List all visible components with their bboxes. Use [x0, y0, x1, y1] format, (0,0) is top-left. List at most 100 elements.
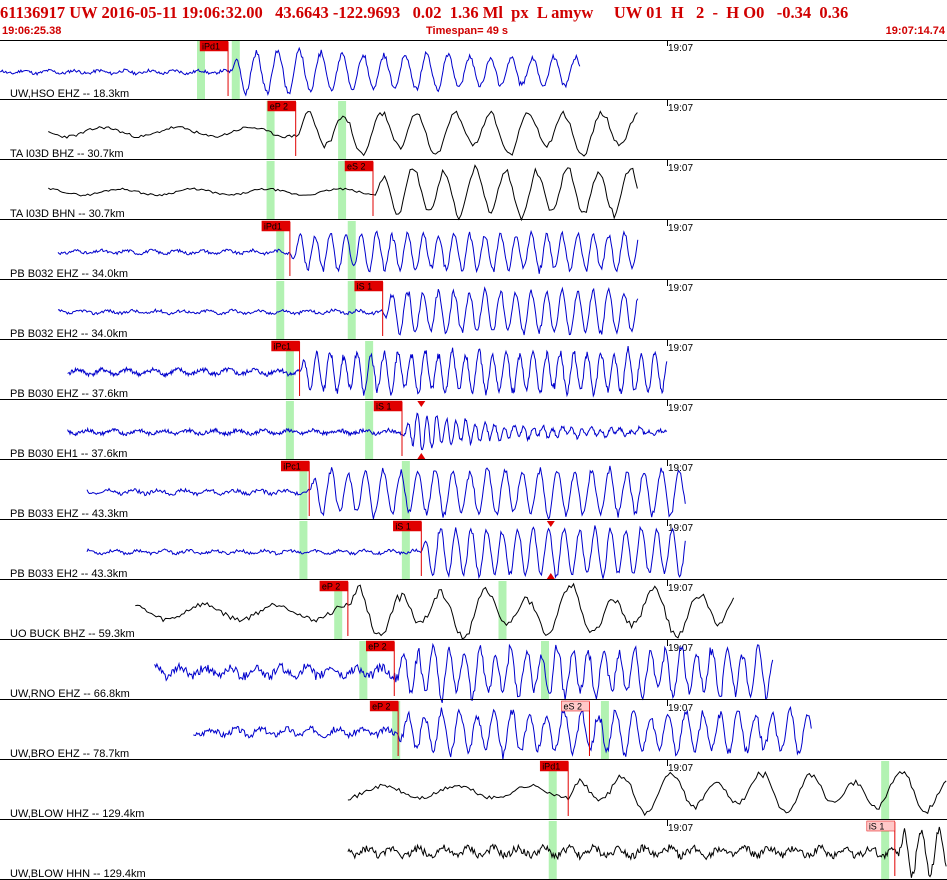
trace-row[interactable]: 19:07 iPd1 UW,HSO EHZ -- 18.3km	[0, 40, 947, 100]
trace-row[interactable]: 19:07 eP 2 eS 2 UW,BRO EHZ -- 78.7km	[0, 700, 947, 760]
waveform-trace	[193, 705, 812, 760]
seismogram-panel[interactable]: 19:07 iPd1 UW,HSO EHZ -- 18.3km 19:07 eP 2 TA…	[0, 40, 947, 880]
analysis-window-band	[347, 221, 356, 279]
trace-row[interactable]: 19:07 iS 1 PB B032 EH2 -- 34.0km	[0, 280, 947, 340]
analysis-window-band	[334, 581, 343, 639]
pick-flag[interactable]	[271, 340, 300, 352]
trace-row[interactable]: 19:07 eP 2 TA I03D BHZ -- 30.7km	[0, 100, 947, 160]
window-start-time: 19:06:25.38	[2, 25, 62, 37]
analysis-window-band	[285, 341, 294, 399]
station-label: UW,BRO EHZ -- 78.7km	[10, 748, 129, 760]
event-header: 61136917 UW 2016-05-11 19:06:32.00 43.66…	[0, 0, 947, 40]
waveform-trace	[48, 110, 638, 157]
trace-row[interactable]: 19:07 eS 2 TA I03D BHN -- 30.7km	[0, 160, 947, 222]
waveform-trace	[57, 229, 639, 274]
minute-label: 19:07	[668, 823, 693, 834]
pick-flag[interactable]	[261, 220, 291, 232]
station-label: PB B032 EH2 -- 34.0km	[10, 328, 127, 340]
analysis-window-band	[285, 401, 294, 459]
analysis-window-band	[276, 281, 285, 339]
amplitude-marker-bottom[interactable]	[417, 453, 426, 459]
minute-label: 19:07	[668, 343, 693, 354]
analysis-window-band	[359, 641, 368, 699]
pick-label: iPc1	[283, 462, 301, 472]
trace-row[interactable]: 19:07 eP 2 UO BUCK BHZ -- 59.3km	[0, 580, 947, 640]
waveform-trace	[86, 525, 686, 580]
waveform-trace	[67, 346, 668, 398]
pick-label: eS 2	[563, 702, 582, 712]
analysis-window-band	[548, 761, 557, 819]
analysis-window-band	[498, 581, 507, 639]
pick-flag[interactable]	[199, 40, 229, 52]
pick-flag[interactable]	[866, 820, 896, 832]
station-label: TA I03D BHN -- 30.7km	[10, 208, 125, 220]
trace-row[interactable]: 19:07 iS 1 PB B033 EH2 -- 43.3km	[0, 520, 947, 580]
station-label: PB B033 EH2 -- 43.3km	[10, 568, 127, 580]
minute-label: 19:07	[668, 523, 693, 534]
minute-label: 19:07	[668, 583, 693, 594]
trace-row[interactable]: 19:07 iPc1 PB B030 EHZ -- 37.6km	[0, 340, 947, 400]
pick-flag[interactable]	[354, 280, 383, 292]
analysis-window-band	[338, 161, 347, 219]
pick-label: iPd1	[542, 762, 560, 772]
waveform-trace	[86, 465, 686, 521]
analysis-window-band	[196, 41, 205, 99]
amplitude-marker-top[interactable]	[546, 521, 555, 527]
station-label: PB B030 EHZ -- 37.6km	[10, 388, 128, 400]
trace-row[interactable]: 19:07 iPd1 UW,BLOW HHZ -- 129.4km	[0, 760, 947, 820]
station-label: UW,RNO EHZ -- 66.8km	[10, 688, 130, 700]
event-summary-title: 61136917 UW 2016-05-11 19:06:32.00 43.66…	[0, 3, 849, 22]
pick-label: iPd1	[264, 222, 282, 232]
timespan-label: Timespan= 49 s	[426, 25, 509, 37]
station-label: PB B032 EHZ -- 34.0km	[10, 268, 128, 280]
analysis-window-band	[266, 161, 275, 219]
analysis-window-band	[299, 461, 308, 519]
waveform-trace	[135, 582, 735, 640]
station-label: PB B030 EH1 -- 37.6km	[10, 448, 127, 460]
trace-row[interactable]: 19:07 iS 1 UW,BLOW HHN -- 129.4km	[0, 820, 947, 880]
analysis-window-band	[231, 41, 240, 99]
waveform-trace	[57, 286, 639, 336]
minute-label: 19:07	[668, 403, 693, 414]
analysis-window-band	[365, 341, 374, 399]
analysis-window-band	[338, 101, 347, 159]
minute-label: 19:07	[668, 163, 693, 174]
analysis-window-band	[347, 281, 356, 339]
analysis-window-band	[392, 701, 401, 759]
analysis-window-band	[299, 521, 308, 579]
minute-label: 19:07	[668, 43, 693, 54]
minute-label: 19:07	[668, 283, 693, 294]
pick-flag[interactable]	[561, 700, 590, 712]
pick-flag[interactable]	[393, 520, 422, 532]
minute-label: 19:07	[668, 103, 693, 114]
minute-label: 19:07	[668, 463, 693, 474]
pick-label: iPc1	[274, 342, 292, 352]
trace-row[interactable]: 19:07 iS 1 PB B030 EH1 -- 37.6km	[0, 400, 947, 460]
waveform-trace	[0, 46, 581, 97]
pick-flag[interactable]	[539, 760, 569, 772]
pick-flag[interactable]	[344, 160, 374, 172]
station-label: TA I03D BHZ -- 30.7km	[10, 148, 124, 160]
pick-flag[interactable]	[319, 580, 349, 592]
trace-row[interactable]: 19:07 iPc1 PB B033 EHZ -- 43.3km	[0, 460, 947, 521]
analysis-window-band	[401, 461, 410, 519]
pick-flag[interactable]	[373, 400, 403, 412]
station-label: UW,BLOW HHN -- 129.4km	[10, 868, 146, 880]
trace-row[interactable]: 19:07 iPd1 PB B032 EHZ -- 34.0km	[0, 220, 947, 280]
station-label: PB B033 EHZ -- 43.3km	[10, 508, 128, 520]
amplitude-marker-top[interactable]	[417, 401, 426, 407]
amplitude-marker-bottom[interactable]	[546, 573, 555, 579]
minute-label: 19:07	[668, 763, 693, 774]
analysis-window-band	[401, 521, 410, 579]
pick-label: iS 1	[869, 822, 885, 832]
station-label: UO BUCK BHZ -- 59.3km	[10, 628, 135, 640]
pick-flag[interactable]	[366, 640, 395, 652]
minute-label: 19:07	[668, 703, 693, 714]
waveform-trace	[67, 412, 668, 451]
pick-flag[interactable]	[369, 700, 399, 712]
waveform-trace	[347, 770, 947, 817]
pick-label: iS 1	[376, 402, 392, 412]
pick-flag[interactable]	[267, 100, 296, 112]
pick-flag[interactable]	[280, 460, 310, 472]
